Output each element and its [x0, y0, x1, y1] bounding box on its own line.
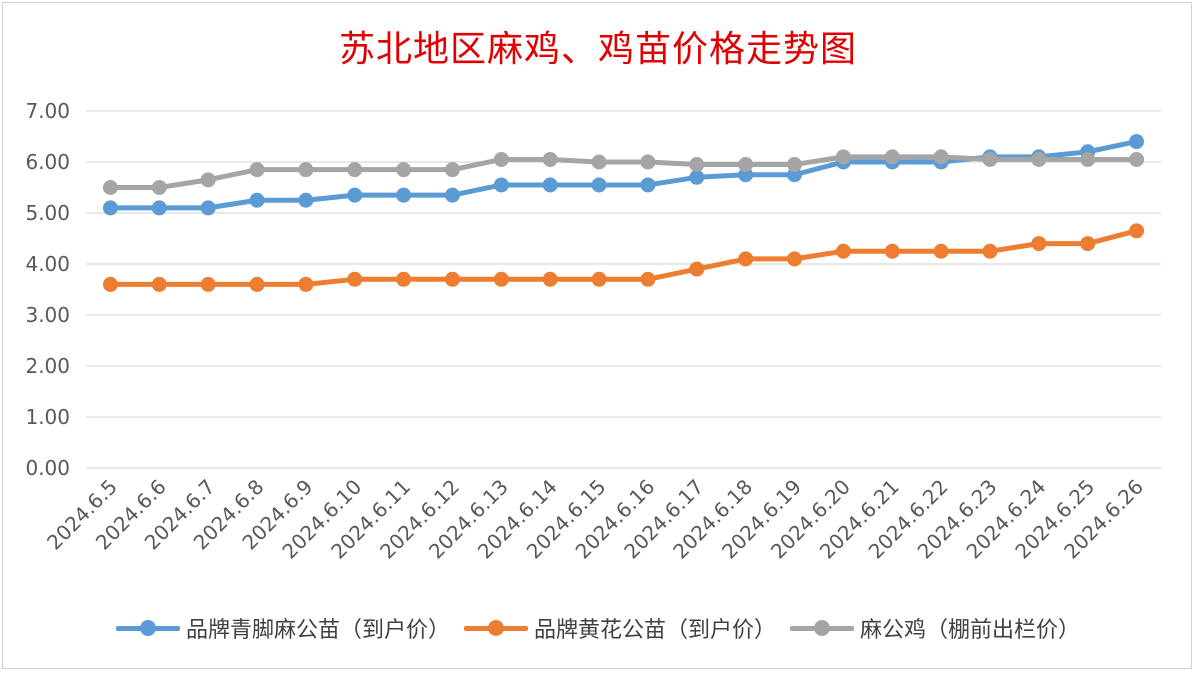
series-line [107, 228, 1140, 287]
legend-label: 品牌青脚麻公苗（到户价） [185, 618, 450, 643]
data-point [591, 271, 607, 287]
data-point [542, 151, 558, 167]
y-tick-label: 1.00 [25, 405, 70, 429]
data-point [298, 276, 314, 292]
data-point [396, 271, 412, 287]
data-point [396, 187, 412, 203]
data-point [493, 151, 509, 167]
data-point [542, 177, 558, 193]
legend-marker [463, 618, 528, 638]
data-point [689, 169, 705, 185]
data-point [591, 154, 607, 170]
data-point [1080, 236, 1096, 252]
y-tick-label: 6.00 [25, 150, 70, 174]
data-point [787, 157, 803, 173]
x-axis-ticks: 2024.6.52024.6.62024.6.72024.6.82024.6.9… [42, 475, 1148, 564]
data-point [200, 276, 216, 292]
data-point [298, 162, 314, 178]
data-point [689, 157, 705, 173]
data-point [151, 180, 167, 195]
data-point [102, 200, 118, 216]
data-point [1031, 236, 1047, 252]
data-point [787, 251, 803, 267]
y-tick-label: 5.00 [25, 201, 70, 225]
legend-item: 品牌黄花公苗（到户价） [463, 612, 776, 644]
y-tick-label: 7.00 [25, 99, 70, 123]
data-point [493, 271, 509, 287]
data-point [591, 177, 607, 193]
data-point [444, 187, 460, 203]
data-point [347, 187, 363, 203]
data-point [689, 261, 705, 277]
data-point [884, 243, 900, 259]
legend-marker [115, 618, 180, 638]
data-point [102, 276, 118, 292]
data-point [542, 271, 558, 287]
data-point [298, 192, 314, 208]
legend-item: 麻公鸡（棚前出栏价） [790, 612, 1080, 644]
data-point [982, 243, 998, 259]
data-point [1031, 151, 1047, 167]
data-point [102, 180, 118, 195]
y-tick-label: 0.00 [25, 456, 70, 480]
data-point [933, 149, 949, 165]
data-point [933, 243, 949, 259]
series-lines [102, 134, 1145, 292]
data-point [249, 162, 265, 178]
y-axis-ticks: 0.00 1.00 2.00 3.00 4.00 5.00 6.00 7.00 [25, 99, 70, 480]
data-point [1129, 223, 1145, 239]
data-point [640, 177, 656, 193]
data-point [347, 271, 363, 287]
y-tick-label: 2.00 [25, 354, 70, 378]
data-point [1129, 151, 1145, 167]
data-point [151, 276, 167, 292]
y-tick-label: 3.00 [25, 303, 70, 327]
series-line [107, 139, 1140, 211]
series-line [107, 154, 1140, 190]
data-point [249, 192, 265, 208]
chart-title: 苏北地区麻鸡、鸡苗价格走势图 [338, 29, 857, 70]
legend-item: 品牌青脚麻公苗（到户价） [115, 612, 450, 644]
series-2 [102, 149, 1145, 195]
data-point [835, 149, 851, 165]
legend-label: 品牌黄花公苗（到户价） [533, 618, 776, 643]
data-point [347, 162, 363, 178]
data-point [738, 157, 754, 173]
data-point [982, 151, 998, 167]
data-point [151, 200, 167, 216]
data-point [396, 162, 412, 178]
legend-label: 麻公鸡（棚前出栏价） [860, 618, 1081, 643]
data-point [640, 154, 656, 170]
data-point [835, 243, 851, 259]
data-point [738, 251, 754, 267]
data-point [200, 200, 216, 216]
data-point [1080, 151, 1096, 167]
data-point [493, 177, 509, 193]
data-point [640, 271, 656, 287]
data-point [200, 172, 216, 188]
legend-marker [790, 618, 854, 638]
data-point [1129, 134, 1145, 150]
data-point [884, 149, 900, 165]
data-point [249, 276, 265, 292]
y-tick-label: 4.00 [25, 252, 70, 276]
series-1 [102, 223, 1145, 292]
legend: 品牌青脚麻公苗（到户价） 品牌黄花公苗（到户价） 麻公鸡（棚前出栏价） [0, 612, 1196, 644]
data-point [444, 271, 460, 287]
gridlines [86, 110, 1161, 469]
data-point [444, 162, 460, 178]
